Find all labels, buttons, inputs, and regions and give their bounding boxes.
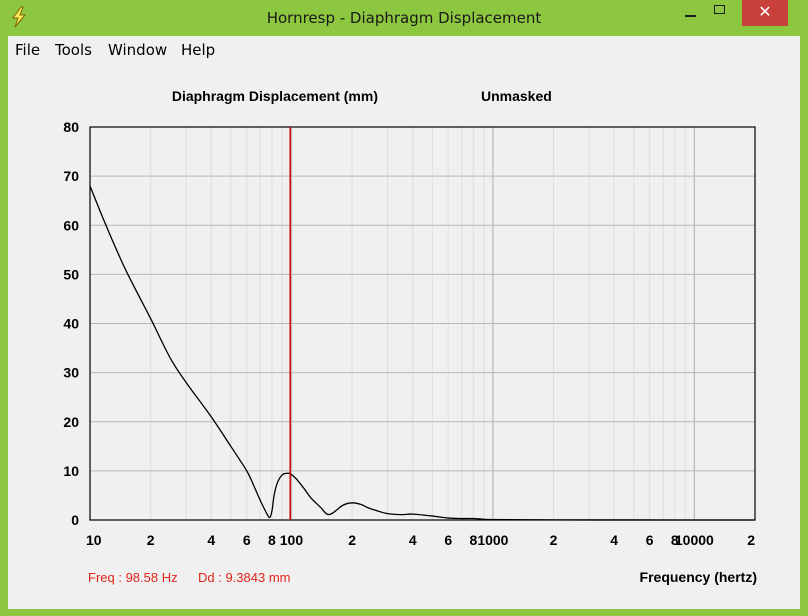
x-tick-label: 10000 bbox=[675, 532, 714, 548]
displacement-chart[interactable]: Diaphragm Displacement (mm) Unmasked 0 10… bbox=[8, 62, 800, 609]
window-title: Hornresp - Diaphragm Displacement bbox=[266, 9, 542, 27]
x-tick-label: 4 bbox=[409, 532, 417, 548]
menu-window[interactable]: Window bbox=[108, 41, 168, 59]
y-tick-label: 20 bbox=[63, 414, 79, 430]
plot-frame bbox=[89, 126, 756, 521]
menu-tools[interactable]: Tools bbox=[55, 41, 92, 59]
x-tick-label: 10 bbox=[86, 532, 102, 548]
menu-bar: File Tools Window Help bbox=[8, 36, 800, 62]
y-tick-label: 0 bbox=[71, 512, 79, 528]
x-tick-label: 8 bbox=[671, 532, 679, 548]
lightning-icon bbox=[12, 6, 27, 28]
y-tick-label: 40 bbox=[63, 316, 79, 332]
x-tick-label: 8 bbox=[268, 532, 276, 548]
x-tick-label: 2 bbox=[747, 532, 755, 548]
x-tick-label: 100 bbox=[280, 532, 304, 548]
y-tick-label: 60 bbox=[63, 217, 79, 233]
x-tick-label: 4 bbox=[610, 532, 618, 548]
x-axis-label: Frequency (hertz) bbox=[640, 569, 757, 585]
x-tick-label: 2 bbox=[550, 532, 558, 548]
client-area: File Tools Window Help Diaphragm Displac… bbox=[8, 36, 800, 609]
close-button[interactable]: ✕ bbox=[742, 0, 788, 26]
title-bar[interactable]: Hornresp - Diaphragm Displacement ✕ bbox=[0, 0, 808, 36]
x-tick-label: 8 bbox=[469, 532, 477, 548]
dd-readout: Dd : 9.3843 mm bbox=[198, 570, 291, 585]
x-tick-label: 2 bbox=[147, 532, 155, 548]
x-tick-label: 6 bbox=[243, 532, 251, 548]
freq-readout: Freq : 98.58 Hz bbox=[88, 570, 178, 585]
chart-area[interactable]: Diaphragm Displacement (mm) Unmasked 0 10… bbox=[8, 62, 800, 609]
grid bbox=[90, 127, 755, 520]
minimize-button[interactable] bbox=[676, 0, 704, 26]
x-tick-label: 4 bbox=[207, 532, 215, 548]
y-tick-label: 30 bbox=[63, 365, 79, 381]
y-tick-label: 50 bbox=[63, 266, 79, 282]
y-tick-label: 70 bbox=[63, 168, 79, 184]
chart-title: Diaphragm Displacement (mm) bbox=[172, 88, 378, 104]
maximize-button[interactable] bbox=[706, 0, 734, 26]
y-tick-label: 80 bbox=[63, 119, 79, 135]
y-axis-ticks: 0 10 20 30 40 50 60 70 80 bbox=[63, 119, 79, 528]
menu-help[interactable]: Help bbox=[181, 41, 216, 59]
x-tick-label: 2 bbox=[348, 532, 356, 548]
displacement-curve bbox=[89, 185, 755, 521]
x-tick-label: 6 bbox=[646, 532, 654, 548]
menu-file[interactable]: File bbox=[15, 41, 41, 59]
x-tick-label: 1000 bbox=[477, 532, 508, 548]
x-tick-label: 6 bbox=[444, 532, 452, 548]
y-tick-label: 10 bbox=[63, 463, 79, 479]
mask-label: Unmasked bbox=[481, 88, 552, 104]
